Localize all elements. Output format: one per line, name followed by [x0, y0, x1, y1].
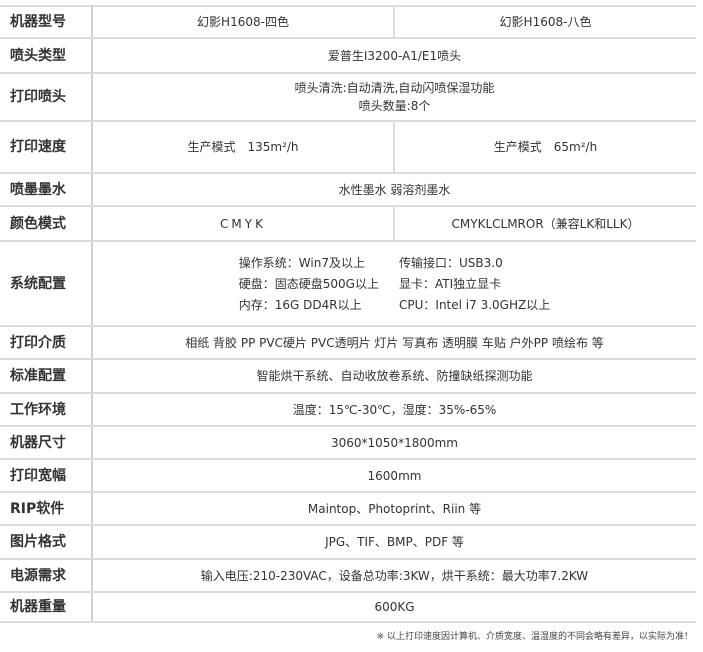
- row-value: JPG、TIF、BMP、PDF 等: [92, 524, 696, 560]
- speed-four-color: 生产模式 135m²/h: [92, 120, 395, 174]
- row-label: 打印介质: [0, 325, 93, 360]
- color-four: CMYK: [92, 205, 395, 242]
- memory: 内存：16G DD4R以上: [238, 297, 362, 312]
- row-value: 温度：15℃-30℃，湿度：35%-65%: [92, 392, 696, 427]
- row-value: 相纸 背胶 PP PVC硬片 PVC透明片 灯片 写真布 透明膜 车贴 户外PP…: [92, 325, 696, 360]
- row-value: Maintop、Photoprint、Riin 等: [92, 491, 696, 526]
- row-value: 操作系统：Win7及以上 传输接口：USB3.0 硬盘：固态硬盘500G以上 显…: [92, 240, 696, 327]
- row-label: 工作环境: [0, 392, 93, 427]
- head-cleaning: 喷头清洗:自动清洗,自动闪喷保湿功能: [294, 81, 495, 95]
- row-print-head: 打印喷头 喷头清洗:自动清洗,自动闪喷保湿功能 喷头数量:8个: [0, 72, 696, 122]
- row-standard: 标准配置 智能烘干系统、自动收放卷系统、防撞缺纸探测功能: [0, 358, 696, 394]
- row-label: 系统配置: [0, 240, 93, 327]
- row-value: 喷头清洗:自动清洗,自动闪喷保湿功能 喷头数量:8个: [92, 72, 696, 122]
- row-label: RIP软件: [0, 491, 93, 526]
- footnote: ※ 以上打印速度因计算机、介质宽度、温湿度的不同会略有差异，以实际为准！: [376, 632, 693, 642]
- row-value: 水性墨水 弱溶剂墨水: [92, 172, 696, 207]
- row-label: 标准配置: [0, 358, 93, 394]
- row-label: 打印喷头: [0, 72, 93, 122]
- head-count: 喷头数量:8个: [358, 99, 431, 113]
- row-label: 喷头类型: [0, 37, 93, 74]
- row-head-type: 喷头类型 爱普生I3200-A1/E1喷头: [0, 37, 696, 74]
- row-system: 系统配置 操作系统：Win7及以上 传输接口：USB3.0 硬盘：固态硬盘500…: [0, 240, 696, 327]
- disk: 硬盘：固态硬盘500G以上: [238, 276, 379, 291]
- row-rip: RIP软件 Maintop、Photoprint、Riin 等: [0, 491, 696, 526]
- row-label: 机器尺寸: [0, 425, 93, 460]
- row-model: 机器型号 幻影H1608-四色 幻影H1608-八色: [0, 5, 696, 39]
- row-power: 电源需求 输入电压:210-230VAC，设备总功率:3KW，烘干系统：最大功率…: [0, 558, 696, 593]
- row-width: 打印宽幅 1600mm: [0, 458, 696, 493]
- row-value: 输入电压:210-230VAC，设备总功率:3KW，烘干系统：最大功率7.2KW: [92, 558, 696, 593]
- row-value: 爱普生I3200-A1/E1喷头: [92, 37, 696, 74]
- row-label: 打印宽幅: [0, 458, 93, 493]
- row-label: 机器重量: [0, 591, 93, 623]
- model-eight-color: 幻影H1608-八色: [394, 5, 696, 39]
- row-value: 3060*1050*1800mm: [92, 425, 696, 460]
- model-four-color: 幻影H1608-四色: [92, 5, 395, 39]
- color-eight: CMYKLCLMROR（兼容LK和LLK）: [394, 205, 696, 242]
- row-format: 图片格式 JPG、TIF、BMP、PDF 等: [0, 524, 696, 560]
- row-value: 1600mm: [92, 458, 696, 493]
- row-label: 机器型号: [0, 5, 93, 39]
- cpu: CPU：Intel i7 3.0GHZ以上: [399, 297, 551, 312]
- row-ink: 喷墨墨水 水性墨水 弱溶剂墨水: [0, 172, 696, 207]
- row-media: 打印介质 相纸 背胶 PP PVC硬片 PVC透明片 灯片 写真布 透明膜 车贴…: [0, 325, 696, 360]
- row-label: 电源需求: [0, 558, 93, 593]
- gpu: 显卡：ATI独立显卡: [399, 276, 502, 291]
- row-label: 喷墨墨水: [0, 172, 93, 207]
- os: 操作系统：Win7及以上: [238, 255, 365, 270]
- row-label: 图片格式: [0, 524, 93, 560]
- row-label: 颜色模式: [0, 205, 93, 242]
- row-size: 机器尺寸 3060*1050*1800mm: [0, 425, 696, 460]
- row-speed: 打印速度 生产模式 135m²/h 生产模式 65m²/h: [0, 120, 696, 174]
- system-grid: 操作系统：Win7及以上 传输接口：USB3.0 硬盘：固态硬盘500G以上 显…: [239, 254, 550, 314]
- row-value: 智能烘干系统、自动收放卷系统、防撞缺纸探测功能: [92, 358, 696, 394]
- row-color: 颜色模式 CMYK CMYKLCLMROR（兼容LK和LLK）: [0, 205, 696, 242]
- row-env: 工作环境 温度：15℃-30℃，湿度：35%-65%: [0, 392, 696, 427]
- interface: 传输接口：USB3.0: [399, 255, 503, 270]
- row-label: 打印速度: [0, 120, 93, 174]
- spec-table: 机器型号 幻影H1608-四色 幻影H1608-八色 喷头类型 爱普生I3200…: [0, 5, 696, 623]
- row-weight: 机器重量 600KG: [0, 591, 696, 623]
- row-value: 600KG: [92, 591, 696, 623]
- speed-eight-color: 生产模式 65m²/h: [394, 120, 696, 174]
